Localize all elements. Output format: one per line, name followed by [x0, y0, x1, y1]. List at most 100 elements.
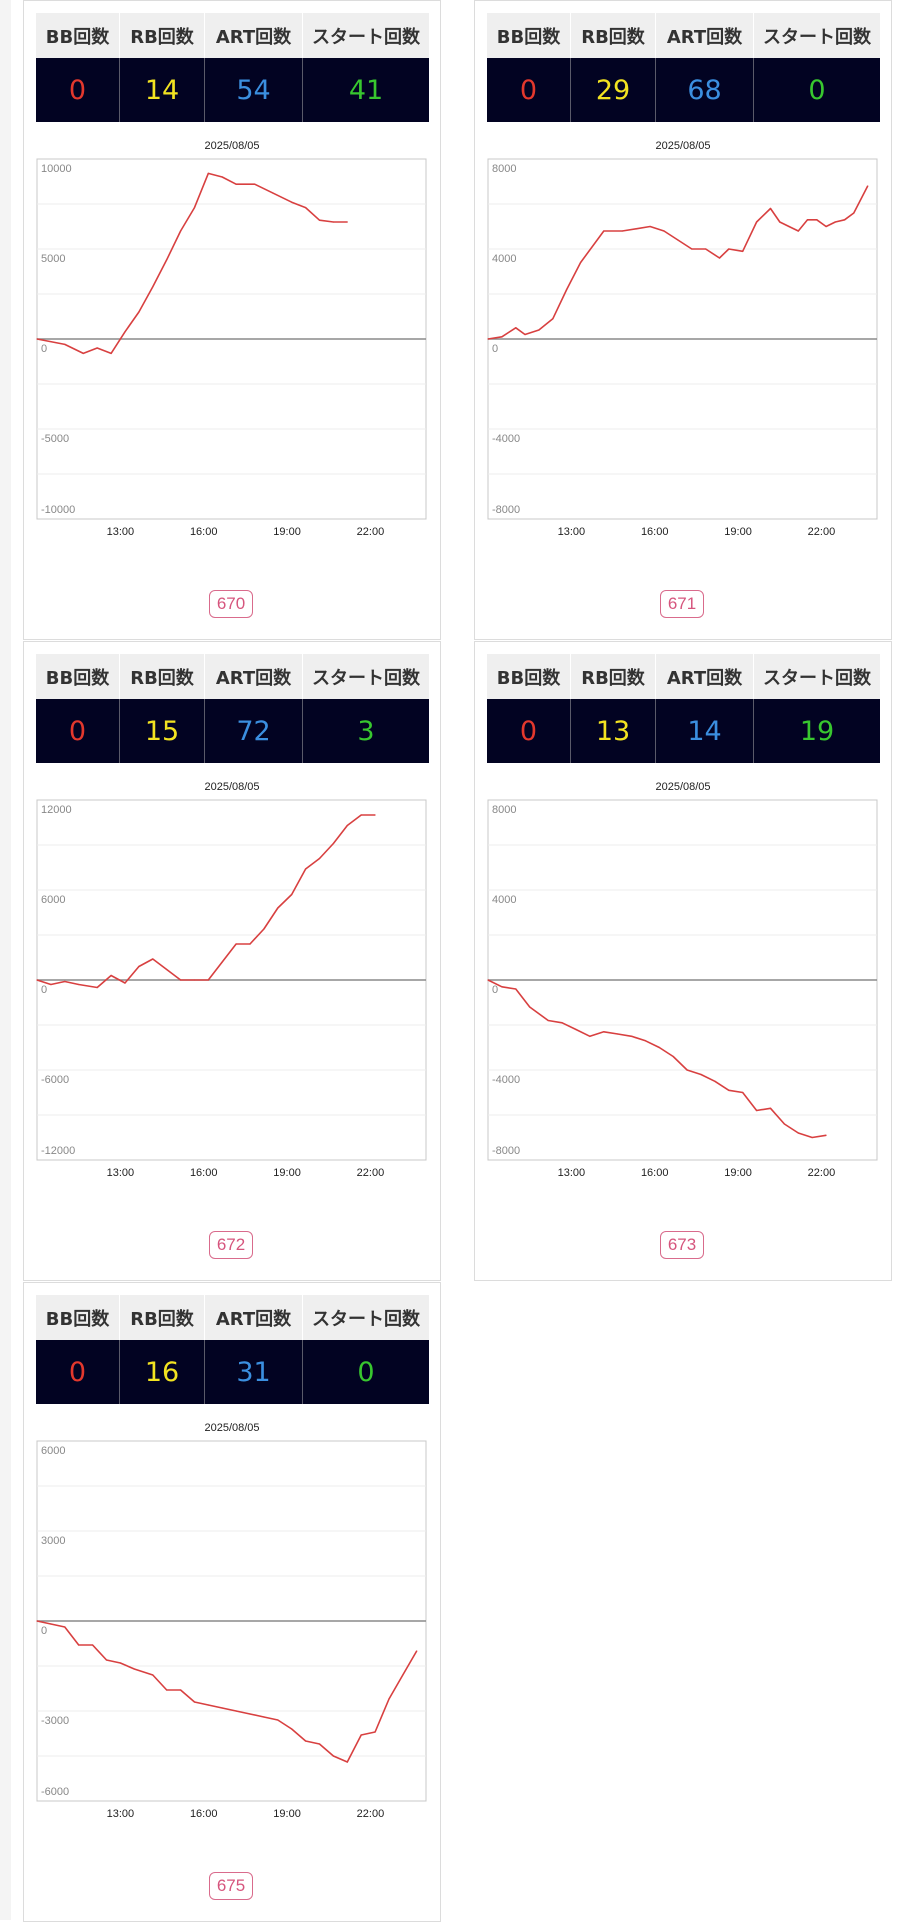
- x-tick-label: 19:00: [273, 526, 301, 538]
- machine-number-badge[interactable]: 670: [209, 590, 253, 618]
- data-point: [644, 1040, 647, 1042]
- y-tick-label: 8000: [492, 804, 516, 816]
- data-point: [603, 1031, 605, 1033]
- data-point: [718, 257, 721, 259]
- x-tick-label: 22:00: [357, 526, 385, 538]
- start-count: 3: [302, 699, 429, 763]
- art-header: ART回数: [204, 654, 303, 699]
- data-point: [263, 928, 265, 930]
- data-point: [64, 980, 66, 983]
- data-point: [672, 1055, 674, 1058]
- bb-count: 0: [487, 58, 571, 122]
- count-table: BB回数 RB回数 ART回数 スタート回数 0 15 72 3: [36, 654, 429, 763]
- data-point: [575, 1028, 577, 1031]
- data-point: [867, 185, 869, 187]
- data-point: [617, 1033, 619, 1035]
- data-point: [783, 1123, 785, 1125]
- data-point: [304, 1740, 307, 1742]
- data-point: [649, 225, 651, 228]
- data-point: [658, 1046, 660, 1049]
- y-tick-label: -6000: [41, 1074, 69, 1086]
- data-point: [402, 1674, 404, 1676]
- data-point: [797, 230, 799, 232]
- data-point: [691, 248, 693, 250]
- data-point: [788, 225, 790, 228]
- machine-card: 6000 3000 0 -3000 -6000 13:00 16:00 19:00 22:00 B…: [23, 1282, 441, 1922]
- data-point: [825, 225, 827, 228]
- art-count: 68: [655, 58, 754, 122]
- y-tick-label: 4000: [492, 253, 516, 265]
- x-tick-label: 16:00: [641, 1167, 669, 1179]
- chart-date: 2025/08/05: [655, 140, 711, 152]
- machine-number-badge[interactable]: 671: [660, 590, 704, 618]
- data-point: [166, 259, 168, 261]
- data-point: [263, 1716, 265, 1718]
- x-tick-label: 16:00: [190, 1167, 218, 1179]
- data-point: [221, 961, 223, 963]
- bb-header: BB回数: [36, 1295, 120, 1340]
- y-tick-label: -6000: [41, 1786, 69, 1798]
- data-point: [705, 248, 707, 250]
- data-point: [291, 201, 293, 203]
- data-point: [235, 183, 237, 185]
- data-point: [769, 1107, 772, 1109]
- data-point: [797, 1132, 799, 1134]
- start-header: スタート回数: [753, 654, 880, 699]
- data-point: [36, 979, 38, 981]
- y-tick-label: -10000: [41, 504, 75, 516]
- data-point: [272, 192, 274, 194]
- y-tick-label: 6000: [41, 1445, 65, 1457]
- rb-count: 14: [119, 58, 205, 122]
- data-point: [515, 327, 517, 329]
- data-point: [416, 1650, 418, 1652]
- y-tick-label: -4000: [492, 433, 520, 445]
- data-point: [64, 343, 66, 345]
- data-point: [291, 893, 293, 896]
- y-tick-label: 3000: [41, 1535, 65, 1547]
- data-point: [291, 1728, 293, 1730]
- data-point: [487, 979, 489, 981]
- bb-count: 0: [36, 58, 120, 122]
- data-point: [714, 1080, 716, 1082]
- data-point: [277, 1719, 279, 1721]
- y-tick-label: 5000: [41, 253, 65, 265]
- art-count: 14: [655, 699, 754, 763]
- data-point: [193, 979, 196, 981]
- data-point: [96, 986, 98, 989]
- x-tick-label: 19:00: [724, 1167, 752, 1179]
- profit-line-chart: 8000 4000 0 -4000 -8000 13:00 16:00 19:00 22:00: [487, 799, 878, 1179]
- data-point: [277, 907, 279, 909]
- data-point: [779, 221, 781, 223]
- art-count: 72: [204, 699, 303, 763]
- y-tick-label: 6000: [41, 894, 65, 906]
- data-point: [304, 868, 307, 870]
- start-header: スタート回数: [302, 13, 429, 58]
- data-point: [318, 857, 321, 860]
- data-point: [538, 329, 540, 331]
- data-point: [179, 979, 182, 981]
- data-point: [374, 814, 376, 816]
- data-point: [110, 352, 112, 354]
- machine-card: 8000 4000 0 -4000 -8000 13:00 16:00 19:00 22:00 B…: [474, 641, 892, 1281]
- data-point: [249, 943, 251, 945]
- machine-number-badge[interactable]: 675: [209, 1872, 253, 1900]
- data-point: [346, 221, 348, 223]
- start-count: 0: [302, 1340, 429, 1404]
- x-tick-label: 13:00: [107, 1808, 135, 1820]
- data-point: [561, 1022, 563, 1024]
- data-point: [78, 1644, 80, 1646]
- rb-count: 16: [119, 1340, 205, 1404]
- data-point: [728, 1089, 730, 1091]
- y-tick-label: 8000: [492, 163, 516, 175]
- machine-number-badge[interactable]: 672: [209, 1231, 253, 1259]
- y-tick-label: 10000: [41, 163, 72, 175]
- data-point: [110, 974, 112, 977]
- data-point: [138, 311, 140, 313]
- art-header: ART回数: [204, 1295, 303, 1340]
- data-point: [254, 183, 256, 185]
- machine-number-badge[interactable]: 673: [660, 1231, 704, 1259]
- data-point: [124, 982, 126, 984]
- y-tick-label: -8000: [492, 504, 520, 516]
- x-tick-label: 13:00: [558, 526, 586, 538]
- profit-line-chart: 8000 4000 0 -4000 -8000 13:00 16:00 19:00 22:00: [487, 158, 878, 538]
